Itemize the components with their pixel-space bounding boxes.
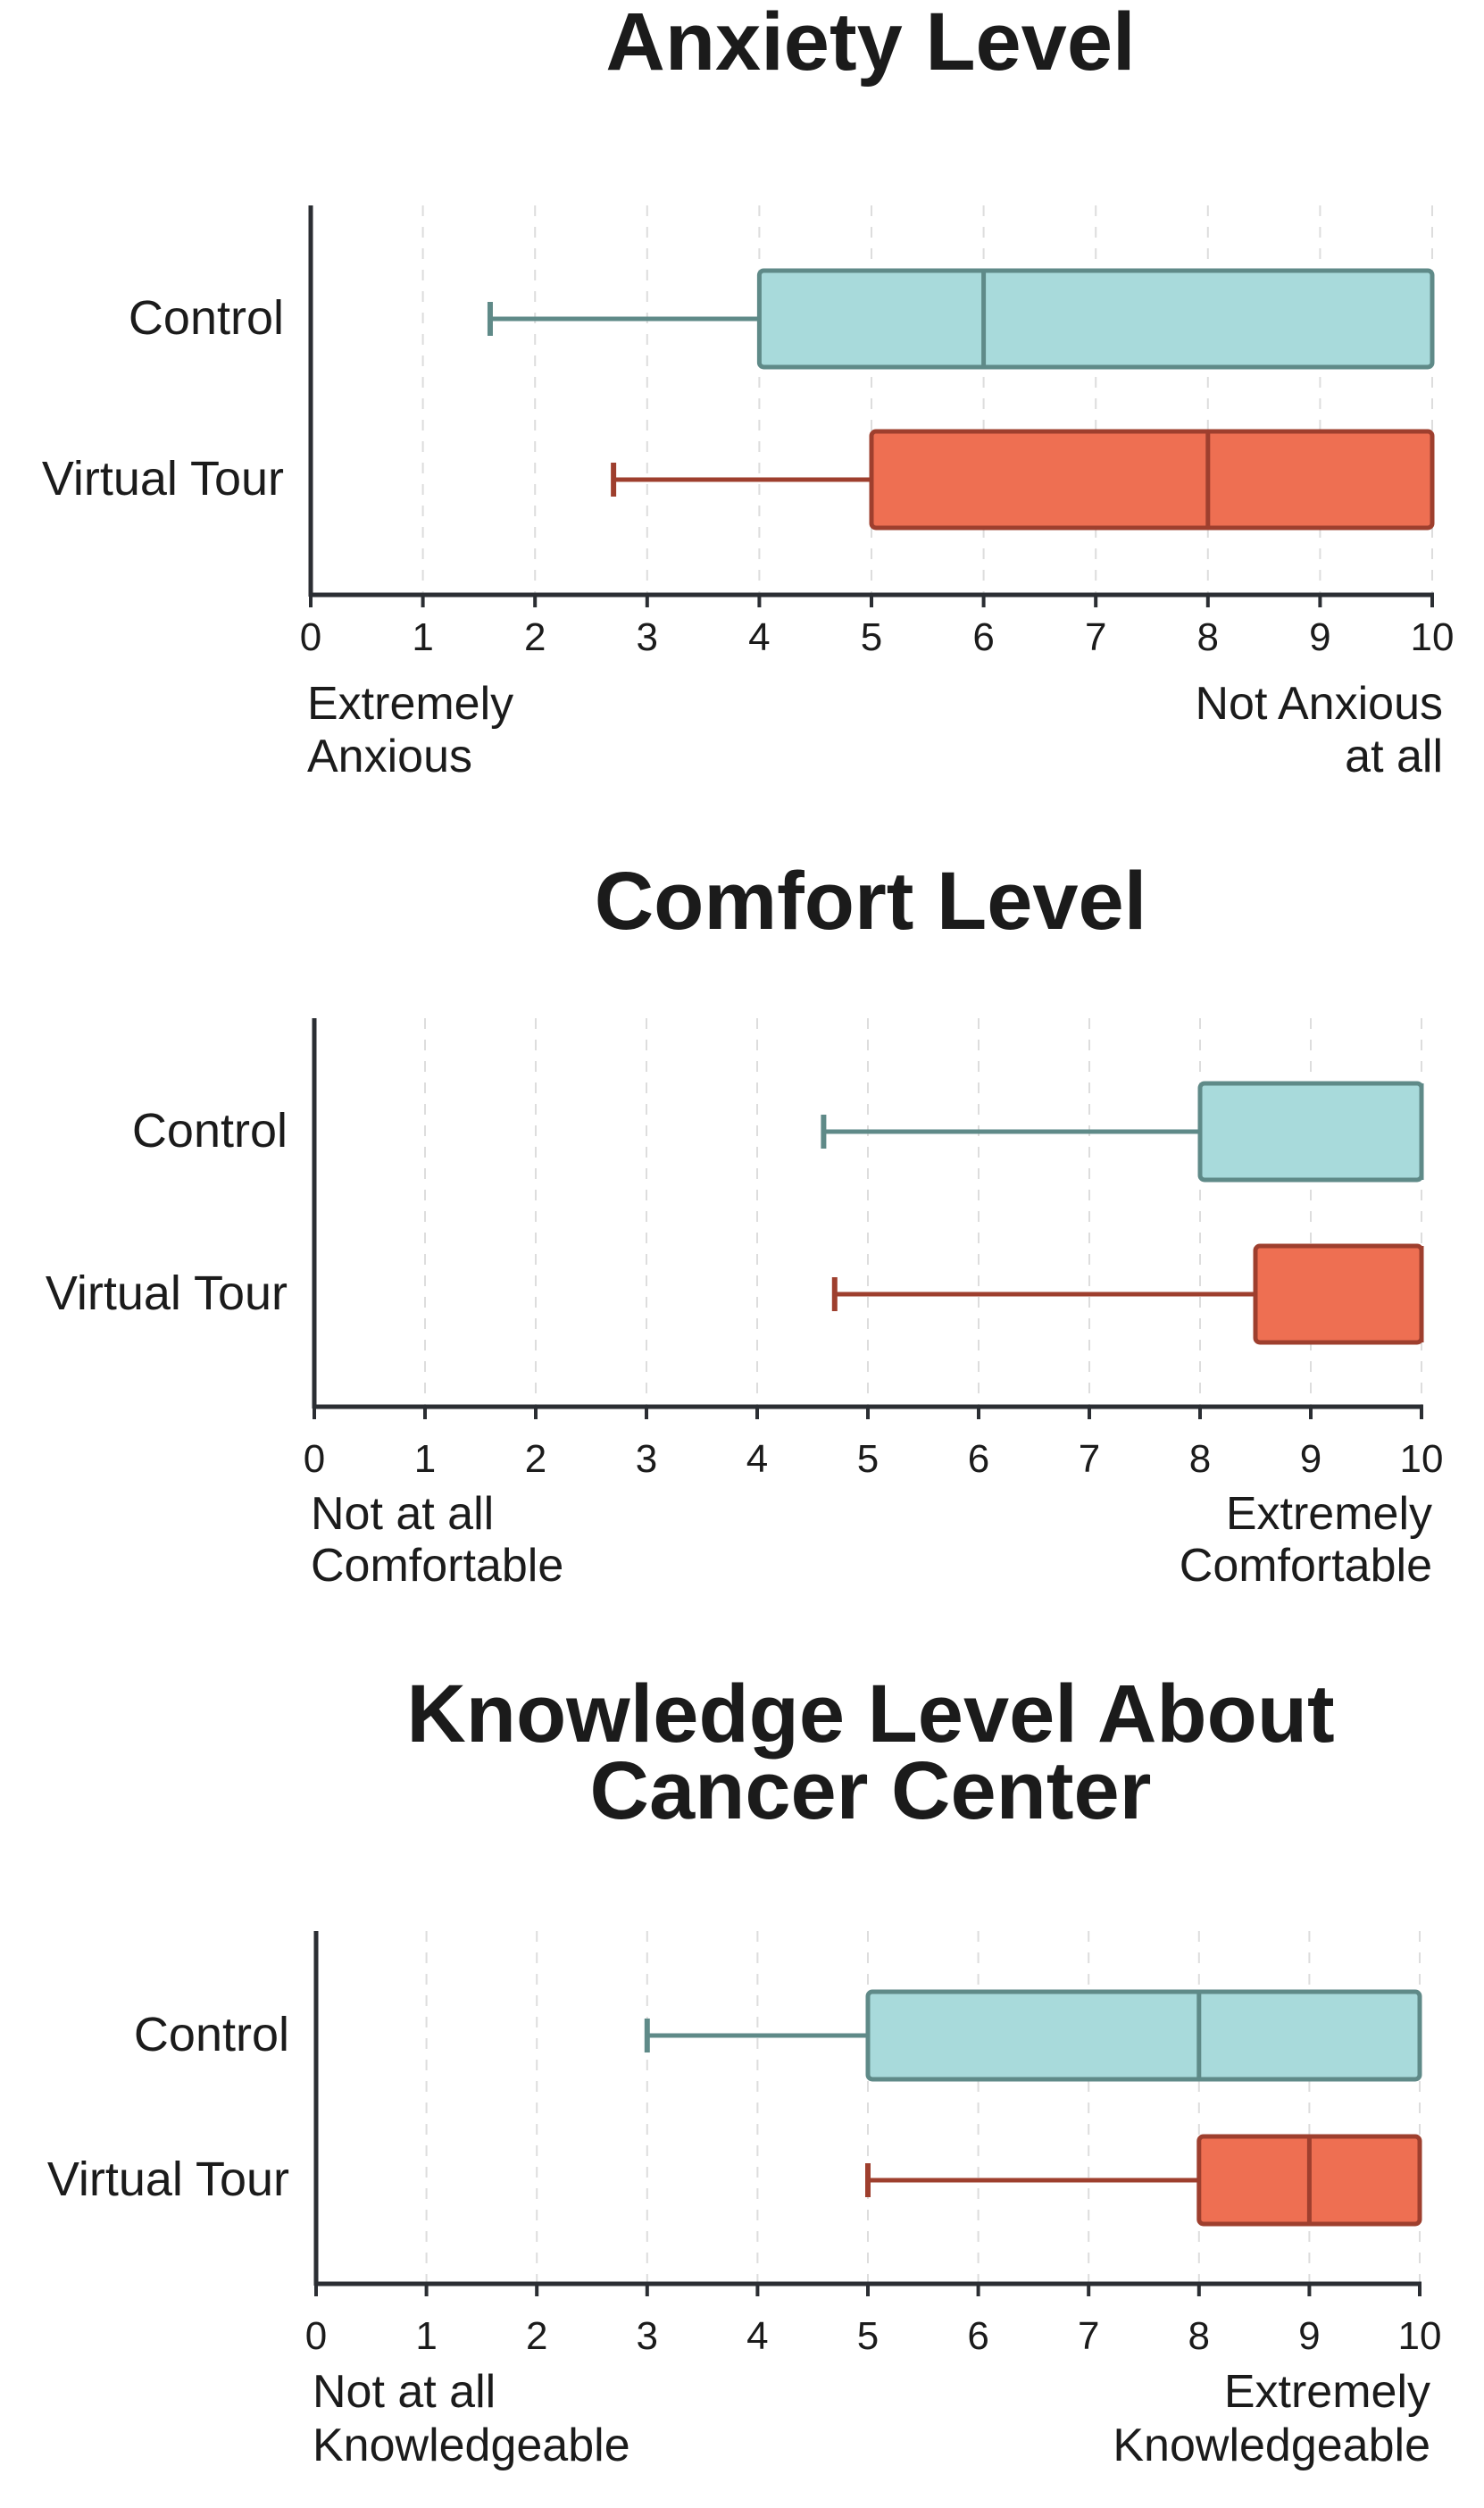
x-tick-label: 3	[637, 615, 658, 659]
x-tick-label: 7	[1078, 2314, 1099, 2358]
x-tick-label: 7	[1085, 615, 1106, 659]
x-tick-label: 2	[526, 2314, 547, 2358]
category-label: Control	[134, 2008, 289, 2061]
x-tick-label: 6	[968, 1437, 989, 1481]
anchor-high-label: Extremely	[1224, 2366, 1430, 2418]
x-tick-label: 9	[1309, 615, 1330, 659]
anchor-low-label: Anxious	[307, 731, 472, 782]
category-label: Control	[129, 291, 284, 345]
x-tick-label: 5	[861, 615, 882, 659]
anchor-high-label: Knowledgeable	[1113, 2420, 1430, 2471]
anchor-high-label: Comfortable	[1180, 1540, 1432, 1592]
x-tick-label: 6	[967, 2314, 988, 2358]
x-tick-label: 0	[304, 1437, 325, 1481]
anchor-high-label: Not Anxious	[1196, 678, 1444, 730]
x-tick-label: 3	[637, 2314, 658, 2358]
x-tick-label: 9	[1298, 2314, 1320, 2358]
x-tick-label: 5	[857, 2314, 879, 2358]
chart-title: Anxiety Level	[605, 0, 1135, 88]
x-tick-label: 6	[972, 615, 994, 659]
x-tick-label: 10	[1411, 615, 1455, 659]
x-tick-label: 10	[1400, 1437, 1444, 1481]
chart-title-line: Cancer Center	[590, 1745, 1152, 1836]
anchor-low-label: Extremely	[307, 678, 513, 730]
anchor-low-label: Not at all	[313, 2366, 496, 2418]
category-label: Virtual Tour	[47, 2153, 289, 2206]
x-tick-label: 2	[525, 1437, 546, 1481]
category-label: Virtual Tour	[42, 452, 284, 506]
x-tick-label: 7	[1079, 1437, 1100, 1481]
x-tick-label: 4	[746, 1437, 768, 1481]
iqr-box	[865, 1989, 1422, 2082]
anchor-low-label: Knowledgeable	[313, 2420, 630, 2471]
x-tick-label: 5	[857, 1437, 879, 1481]
x-tick-label: 0	[300, 615, 321, 659]
x-tick-label: 4	[748, 615, 770, 659]
x-tick-label: 10	[1398, 2314, 1442, 2358]
anchor-high-label: Extremely	[1226, 1488, 1432, 1540]
iqr-box	[756, 268, 1435, 370]
chart-title: Comfort Level	[595, 856, 1147, 947]
x-tick-label: 1	[412, 615, 433, 659]
x-tick-label: 8	[1189, 1437, 1211, 1481]
x-tick-label: 4	[746, 2314, 768, 2358]
iqr-box	[869, 429, 1435, 531]
x-tick-label: 9	[1300, 1437, 1321, 1481]
category-label: Virtual Tour	[46, 1267, 288, 1320]
x-tick-label: 8	[1188, 2314, 1210, 2358]
anchor-low-label: Comfortable	[311, 1540, 563, 1592]
anchor-low-label: Not at all	[311, 1488, 494, 1540]
iqr-box	[1253, 1243, 1424, 1345]
x-tick-label: 3	[636, 1437, 657, 1481]
anchor-high-label: at all	[1345, 731, 1443, 782]
x-tick-label: 1	[414, 1437, 436, 1481]
x-tick-label: 8	[1197, 615, 1219, 659]
x-tick-label: 1	[415, 2314, 437, 2358]
iqr-box	[1197, 1081, 1424, 1183]
category-label: Control	[132, 1104, 288, 1158]
chart-title-line: Knowledge Level About	[406, 1668, 1334, 1760]
x-tick-label: 2	[524, 615, 546, 659]
x-tick-label: 0	[305, 2314, 327, 2358]
